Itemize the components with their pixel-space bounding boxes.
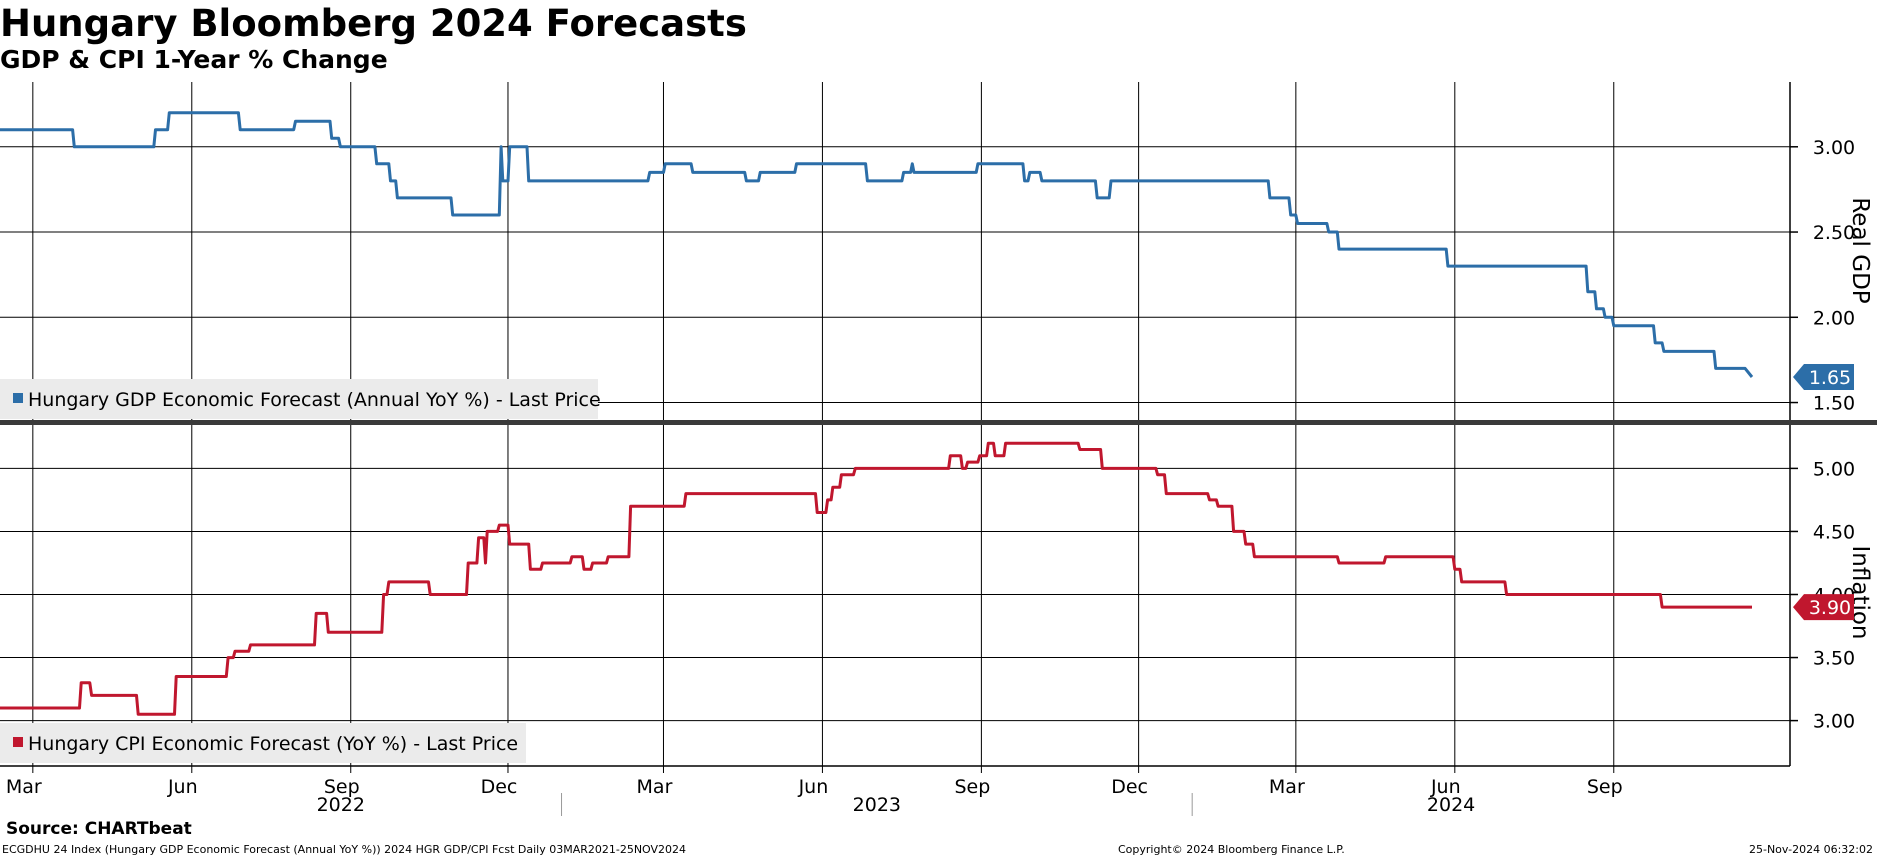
last-value-tag: 1.65 [1793,363,1854,390]
last-value-marker [1793,594,1854,621]
y-axis-title: Real GDP [1847,197,1873,303]
x-tick-label: Mar [637,776,673,798]
x-year-label: 2022 [317,794,365,816]
y-tick-label: 3.00 [1813,711,1855,733]
chart-title: Hungary Bloomberg 2024 Forecasts [0,2,747,45]
x-tick-label: Sep [954,776,990,798]
x-tick-label: Dec [1111,776,1148,798]
panel-divider [0,420,1877,425]
x-tick-label: Jun [167,776,198,798]
footer-copyright: Copyright© 2024 Bloomberg Finance L.P. [1118,843,1345,856]
footer-ticker-info: ECGDHU 24 Index (Hungary GDP Economic Fo… [2,843,687,856]
x-tick-label: Mar [6,776,42,798]
x-tick-label: Jun [798,776,829,798]
y-tick-label: 2.50 [1813,222,1855,244]
axes [0,82,1877,816]
last-value-tag: 3.90 [1793,594,1854,621]
legend: Hungary GDP Economic Forecast (Annual Yo… [0,379,601,419]
legend: Hungary CPI Economic Forecast (YoY %) - … [0,723,526,763]
last-value-marker [1793,363,1854,390]
legend-swatch [13,737,23,747]
y-tick-label: 2.00 [1813,307,1855,329]
x-year-label: 2024 [1427,794,1475,816]
axis-labels: 3.00 2.50 2.00 1.50 Real GDP Hungary GDP Econ… [0,137,1873,816]
last-value-label: 3.90 [1809,597,1851,619]
series-lines [0,111,1754,716]
legend-label: Hungary GDP Economic Forecast (Annual Yo… [28,389,601,411]
x-tick-label: Sep [324,776,360,798]
legend-label: Hungary CPI Economic Forecast (YoY %) - … [28,733,518,755]
x-tick-label: Dec [481,776,518,798]
x-tick-label: Sep [1587,776,1623,798]
chart-subtitle: GDP & CPI 1-Year % Change [0,45,388,74]
legend-swatch [13,393,23,403]
legend-background [0,379,598,419]
y-tick-label: 4.50 [1813,521,1855,543]
x-tick-label: Jun [1430,776,1461,798]
x-tick-label: Mar [1269,776,1305,798]
y-tick-label: 3.00 [1813,137,1855,159]
y-axis-title: Inflation [1847,546,1873,640]
x-year-label: 2023 [853,794,901,816]
last-value-label: 1.65 [1809,367,1851,389]
legend-background [0,723,526,763]
y-tick-label: 5.00 [1813,458,1855,480]
gdp-forecast-line [0,111,1754,378]
footer-timestamp: 25-Nov-2024 06:32:02 [1748,843,1873,856]
cpi-forecast-line [0,441,1752,716]
y-tick-label: 1.50 [1813,393,1855,415]
y-tick-label: 3.50 [1813,648,1855,670]
source-note: Source: CHARTbeat [6,819,192,839]
